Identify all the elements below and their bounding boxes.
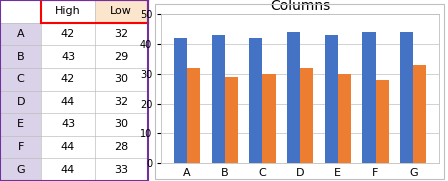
Text: 32: 32	[114, 97, 128, 107]
Text: High: High	[55, 6, 81, 16]
Text: D: D	[17, 97, 25, 107]
Text: G: G	[17, 165, 25, 175]
Text: 30: 30	[114, 74, 128, 84]
Text: F: F	[17, 142, 24, 152]
Bar	[325, 35, 338, 163]
Text: 28: 28	[114, 142, 129, 152]
Text: 32: 32	[114, 29, 128, 39]
Title: Columns: Columns	[270, 0, 330, 13]
Bar	[0, 90, 41, 113]
Bar	[0, 45, 41, 68]
Bar	[362, 32, 375, 163]
Text: 33: 33	[114, 165, 128, 175]
Bar	[375, 80, 389, 163]
Bar	[187, 68, 200, 163]
Bar	[287, 32, 300, 163]
Text: 30: 30	[114, 119, 128, 129]
Bar	[263, 74, 276, 163]
Text: 43: 43	[61, 119, 75, 129]
Text: 29: 29	[114, 52, 129, 62]
Bar	[338, 74, 351, 163]
Bar	[413, 65, 426, 163]
Text: A: A	[17, 29, 25, 39]
Text: Low: Low	[110, 6, 132, 16]
Text: 42: 42	[61, 74, 75, 84]
Bar	[400, 32, 413, 163]
Bar	[0, 113, 41, 136]
Bar	[225, 77, 238, 163]
Text: 43: 43	[61, 52, 75, 62]
Text: 44: 44	[61, 97, 75, 107]
Text: B: B	[17, 52, 25, 62]
Bar	[174, 38, 187, 163]
Text: 44: 44	[61, 165, 75, 175]
Bar	[0, 158, 41, 181]
Text: E: E	[17, 119, 24, 129]
Bar	[249, 38, 263, 163]
Bar	[0, 23, 41, 45]
Bar	[211, 35, 225, 163]
Bar	[300, 68, 313, 163]
Bar	[0, 68, 41, 90]
Text: 42: 42	[61, 29, 75, 39]
Text: 44: 44	[61, 142, 75, 152]
Bar	[0, 136, 41, 158]
Text: C: C	[17, 74, 25, 84]
Bar	[95, 0, 148, 23]
